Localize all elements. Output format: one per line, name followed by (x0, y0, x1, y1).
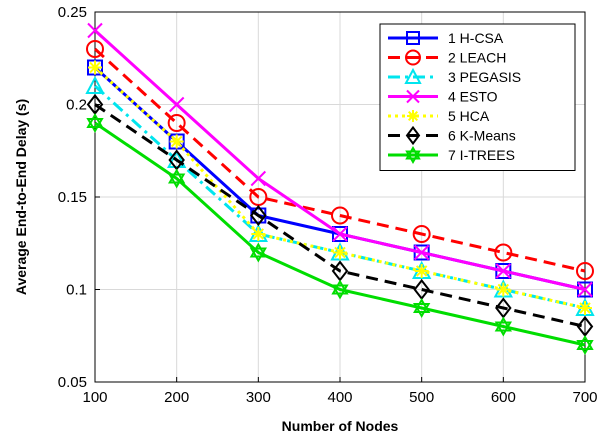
data-point (413, 244, 430, 261)
x-tick-label: 200 (164, 389, 189, 406)
data-point (405, 125, 421, 146)
y-tick-label: 0.2 (66, 97, 87, 114)
data-point (413, 244, 430, 261)
data-point (578, 301, 592, 315)
data-point (576, 262, 594, 280)
marker-part (494, 316, 512, 332)
series-line (94, 103, 586, 328)
legend-entry: 5 HCA (388, 108, 490, 124)
marker-part (494, 321, 512, 337)
series-2-leach (86, 40, 594, 280)
data-point (413, 298, 431, 318)
x-tick-label: 400 (327, 389, 352, 406)
legend-entry: 3 PEGASIS (388, 67, 521, 85)
legend-label: 2 LEACH (448, 50, 506, 66)
data-point (577, 281, 593, 298)
data-point (496, 282, 511, 297)
data-point (88, 60, 102, 75)
data-point (406, 31, 420, 45)
x-tick-label: 300 (246, 389, 271, 406)
data-point (405, 49, 421, 66)
marker-part (331, 279, 349, 295)
legend-entry: 2 LEACH (388, 49, 506, 66)
data-point (86, 112, 104, 134)
data-point (250, 170, 267, 187)
marker-part (405, 150, 421, 165)
data-point (168, 168, 186, 189)
marker-part (405, 145, 421, 160)
y-tick-label: 0.05 (58, 374, 87, 391)
data-point (405, 145, 421, 165)
marker-part (249, 242, 267, 258)
legend-label: 1 H-CSA (448, 30, 504, 46)
x-tick-label: 600 (491, 389, 516, 406)
series-7-i-trees (86, 112, 594, 355)
data-point (86, 40, 104, 58)
data-point (85, 75, 105, 94)
series-line (93, 47, 586, 273)
marker-part (249, 247, 267, 263)
data-point (250, 204, 267, 227)
data-point (494, 316, 512, 337)
data-point (576, 335, 594, 355)
data-point (332, 226, 348, 242)
x-tick-label: 700 (572, 389, 597, 406)
legend-entry: 1 H-CSA (388, 30, 504, 46)
x-tick-label: 500 (409, 389, 434, 406)
data-point (249, 242, 267, 263)
y-tick-label: 0.25 (58, 4, 87, 21)
marker-part (576, 335, 594, 350)
data-point (167, 114, 186, 132)
data-point (169, 134, 184, 149)
legend-label: 7 I-TREES (448, 147, 515, 163)
legend: 1 H-CSA 2 LEACH 3 PEGASIS 4 ESTO 5 HCA 6 K-Me… (379, 23, 576, 171)
marker-part (576, 340, 594, 355)
series-5-hca (88, 60, 592, 315)
x-tick-label: 100 (82, 389, 107, 406)
data-point (87, 22, 103, 39)
series-layer (85, 22, 595, 355)
data-point (168, 96, 185, 113)
data-point (406, 89, 420, 104)
data-point (495, 263, 512, 279)
data-point (407, 110, 419, 122)
legend-entry: 7 I-TREES (388, 145, 515, 165)
y-tick-label: 0.15 (58, 189, 87, 206)
series-4-esto (87, 22, 593, 298)
legend-label: 4 ESTO (448, 89, 498, 105)
y-tick-label: 0.1 (66, 282, 87, 299)
data-point (404, 67, 422, 84)
data-point (251, 227, 266, 241)
x-axis-label: Number of Nodes (282, 418, 399, 434)
data-point (333, 245, 347, 260)
data-point (414, 264, 429, 278)
legend-label: 6 K-Means (448, 128, 516, 144)
axis-ticks: 100 200 300 400 500 600 700 0.05 0.1 0.15 0.2 0.25 (58, 4, 598, 406)
marker-part (86, 112, 104, 128)
data-point (332, 226, 348, 242)
data-point (577, 281, 593, 298)
legend-entry: 6 K-Means (388, 125, 516, 146)
y-axis-label: Average End-to-End Delay (s) (13, 99, 29, 295)
data-point (495, 263, 512, 279)
marker-part (168, 173, 186, 189)
marker-part (413, 303, 431, 318)
marker-part (168, 168, 186, 184)
legend-entry: 4 ESTO (388, 89, 498, 105)
marker-part (413, 298, 431, 313)
legend-label: 5 HCA (448, 108, 490, 124)
marker-part (331, 284, 349, 300)
data-point (494, 243, 513, 262)
marker-part (86, 118, 104, 134)
data-point (331, 279, 349, 300)
data-point (412, 225, 431, 243)
legend-label: 3 PEGASIS (448, 69, 521, 85)
series-line (94, 121, 586, 347)
data-point (167, 149, 187, 168)
data-point (331, 206, 349, 225)
